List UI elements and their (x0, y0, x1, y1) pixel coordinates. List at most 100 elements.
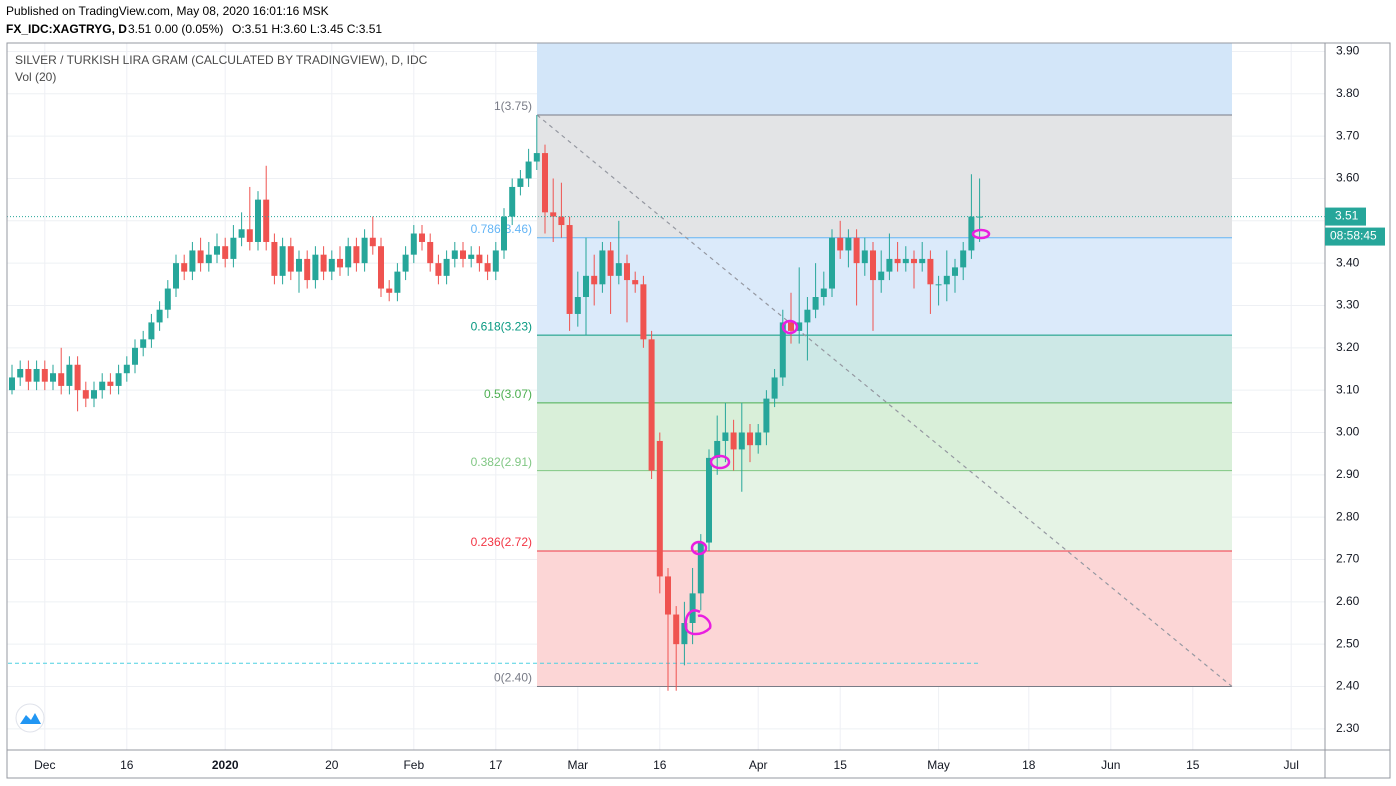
candle-body (615, 263, 622, 276)
fib-band (537, 551, 1232, 687)
fib-trend-line (536, 114, 1233, 687)
candle-body (583, 275, 589, 298)
candle-body (189, 250, 196, 272)
x-tick-label: 2020 (212, 758, 239, 772)
candle-body (812, 297, 819, 310)
candle-body (41, 368, 48, 382)
candle-body (296, 258, 302, 272)
x-tick-label: 20 (325, 758, 339, 772)
candle-body (640, 284, 647, 340)
candle-body (164, 288, 171, 310)
candle-body (697, 542, 704, 594)
y-tick-label: 2.80 (1336, 509, 1360, 523)
candle-body (673, 614, 680, 645)
candle-body (279, 246, 286, 276)
candle-body (50, 373, 56, 382)
y-tick-label: 3.10 (1336, 382, 1360, 396)
candle-body (197, 250, 204, 264)
y-tick-label: 2.70 (1336, 552, 1360, 566)
candle-body (263, 199, 270, 242)
circle-mark (709, 454, 731, 470)
candle-body (591, 275, 598, 285)
candle-body (763, 398, 770, 433)
candle-body (205, 254, 212, 264)
candle-body (271, 241, 278, 276)
logo-icon (20, 713, 41, 724)
candle-body (788, 322, 794, 331)
candle-body (599, 250, 606, 285)
fib-band (537, 43, 1232, 115)
candle-body (361, 237, 368, 264)
candle-body (886, 258, 893, 272)
candle-body (107, 381, 114, 386)
candle-body (173, 263, 179, 289)
candle-body (328, 258, 335, 272)
candle-body (624, 263, 630, 281)
annotations (684, 228, 991, 636)
candle-body (665, 576, 671, 615)
candle-body (878, 271, 885, 281)
candle-body (730, 432, 737, 450)
y-tick-label: 3.20 (1336, 340, 1360, 354)
last-price-box (1325, 207, 1366, 226)
x-tick-label: 16 (120, 758, 134, 772)
x-tick-label: Jul (1284, 758, 1299, 772)
candle-body (410, 233, 417, 255)
candle-body (320, 254, 327, 272)
candle-body (115, 373, 122, 386)
candle-body (476, 254, 483, 264)
circle-mark (781, 319, 799, 335)
candle-body (820, 288, 827, 298)
circle-mark (684, 609, 712, 636)
fib-label: 0.382(2.91) (471, 455, 532, 469)
fib-band (537, 402, 1232, 471)
candle-body (714, 440, 721, 458)
candle-body (919, 258, 926, 264)
candle-body (484, 263, 491, 272)
ohlc: O:3.51 H:3.60 L:3.45 C:3.51 (232, 22, 382, 36)
logo (15, 703, 45, 733)
candle-body (66, 364, 73, 386)
candle-body (246, 229, 253, 242)
fib-band (537, 114, 1232, 238)
candle-body (566, 225, 573, 314)
candle-body (779, 322, 786, 378)
symbol: FX_IDC:XAGTRYG, D (6, 22, 127, 36)
candle-body (468, 254, 475, 259)
candle-body (804, 309, 811, 323)
logo-badge (15, 703, 45, 733)
y-tick-label: 2.50 (1336, 636, 1360, 650)
fib-band (537, 335, 1232, 403)
candle-body (755, 432, 762, 446)
candle-body (574, 297, 581, 314)
candle-body (509, 186, 516, 217)
fib-label: 0.236(2.72) (471, 535, 532, 549)
candle-body (435, 263, 442, 276)
candle-body (845, 237, 852, 251)
candle-body (533, 153, 540, 162)
fib-label: 0.5(3.07) (484, 387, 532, 401)
candle-body (927, 258, 934, 285)
candle-body (829, 237, 835, 289)
y-tick-label: 3.40 (1336, 255, 1360, 269)
candle-body (345, 246, 352, 268)
candle-body (214, 246, 220, 255)
candle-body (427, 241, 434, 264)
candle-body (91, 390, 97, 399)
fib-band (537, 237, 1232, 336)
countdown-label: 08:58:45 (1330, 229, 1377, 243)
candle-body (394, 271, 401, 293)
candle-body (82, 390, 89, 399)
x-tick-label: 16 (653, 758, 667, 772)
y-tick-label: 3.60 (1336, 171, 1360, 185)
candle-body (968, 216, 975, 251)
y-tick-label: 3.70 (1336, 128, 1360, 142)
x-tick-label: Dec (34, 758, 55, 772)
candle-body (238, 229, 245, 238)
candle-body (123, 364, 130, 374)
candle-body (402, 254, 409, 272)
x-tick-label: Feb (403, 758, 424, 772)
candle-body (542, 153, 548, 213)
candle-body (451, 250, 458, 259)
